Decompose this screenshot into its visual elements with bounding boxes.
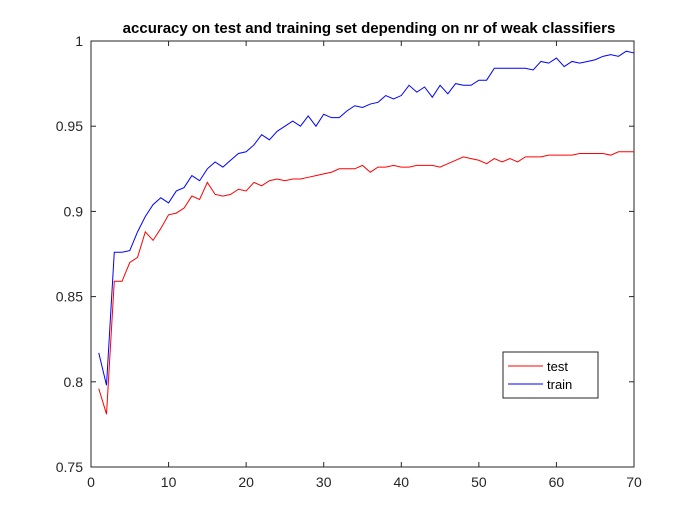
- series-line-train: [98, 50, 635, 386]
- y-tick-label: 0.8: [64, 374, 84, 390]
- x-tick-label: 70: [626, 474, 642, 490]
- legend-label-test: test: [547, 359, 568, 374]
- y-tick-label: 0.85: [56, 289, 83, 305]
- y-tick-label: 0.9: [64, 203, 84, 219]
- legend-box: [502, 351, 599, 399]
- x-tick-label: 10: [161, 474, 177, 490]
- x-tick-label: 60: [549, 474, 565, 490]
- x-tick-label: 50: [471, 474, 487, 490]
- legend: test train: [502, 351, 599, 399]
- axis-ticks: [90, 40, 635, 468]
- plot-area: [90, 40, 635, 468]
- y-tick-label: 0.95: [56, 118, 83, 134]
- series-line-test: [98, 151, 634, 415]
- chart-title: accuracy on test and training set depend…: [123, 20, 616, 37]
- x-tick-label: 40: [393, 474, 409, 490]
- x-tick-label: 0: [87, 474, 95, 490]
- legend-label-train: train: [547, 377, 572, 392]
- y-tick-label: 0.75: [56, 459, 83, 475]
- series-lines: [98, 50, 635, 415]
- x-tick-label: 20: [238, 474, 254, 490]
- x-tick-label: 30: [316, 474, 332, 490]
- axis-tick-labels: 0 10 20 30 40 50 60 70 0.75 0.8 0.85 0.9 0.95 1: [56, 33, 642, 490]
- y-tick-label: 1: [75, 33, 83, 49]
